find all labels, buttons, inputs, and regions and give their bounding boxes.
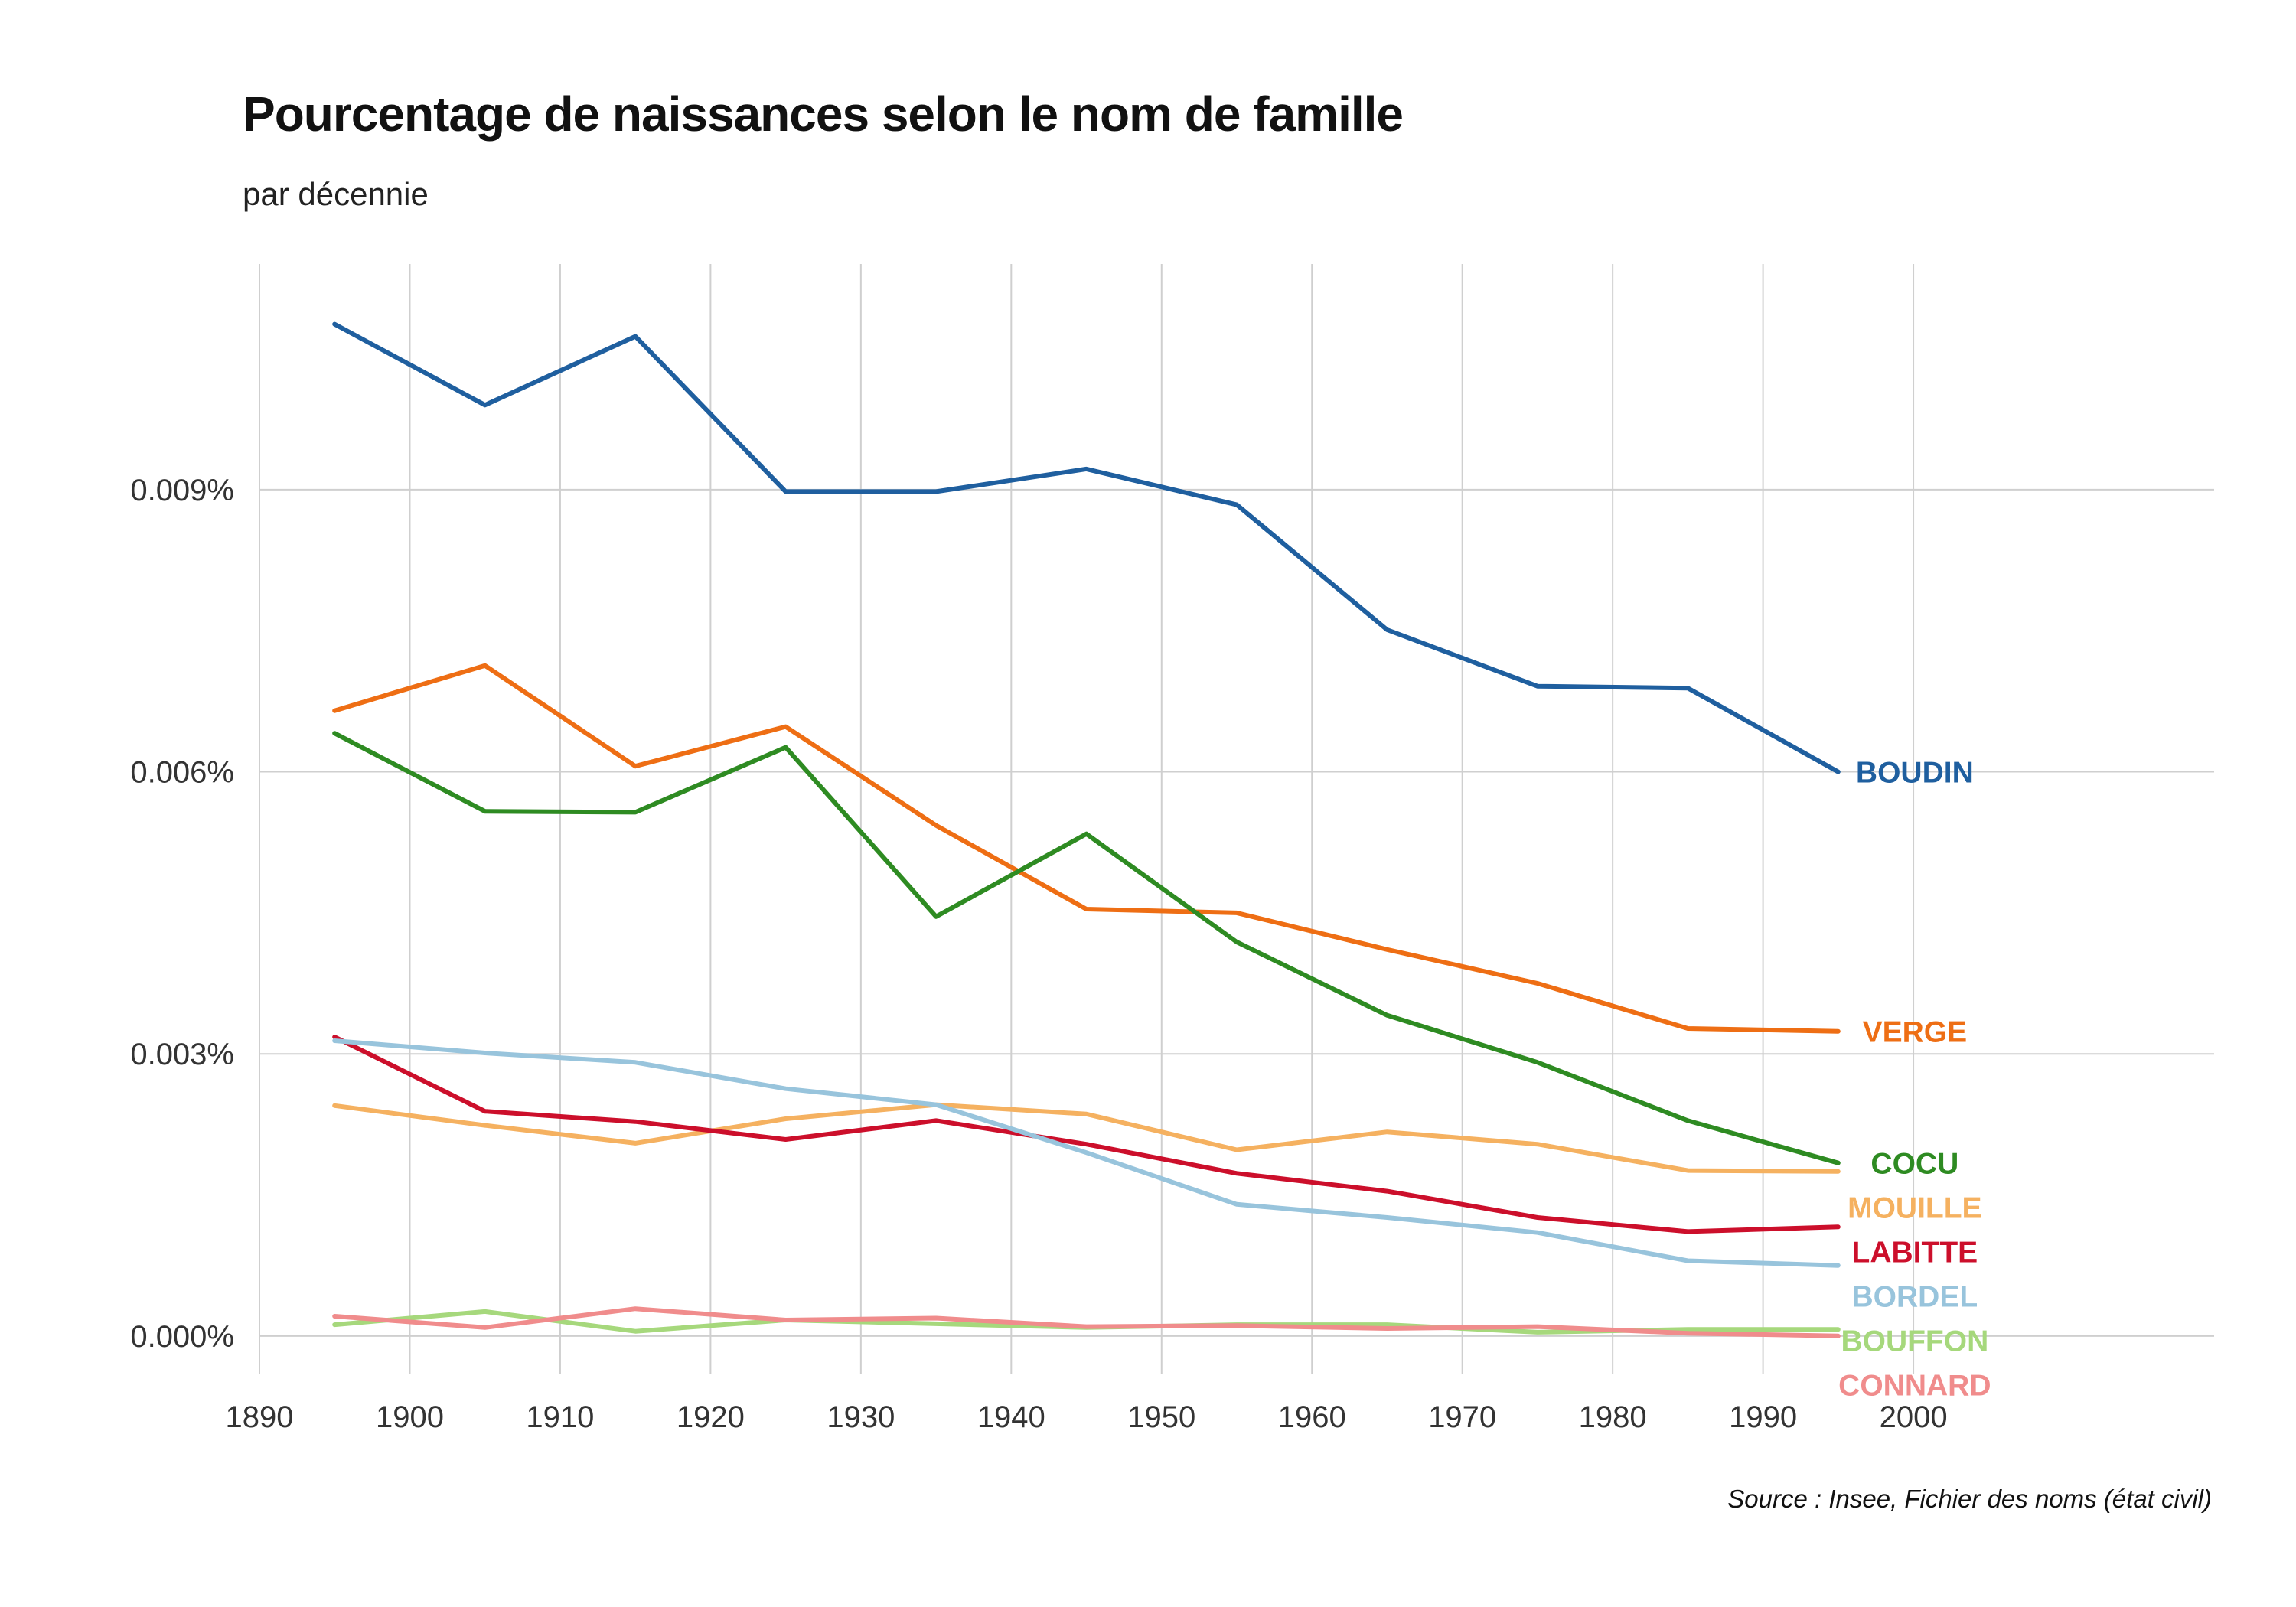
x-tick-label: 1930: [827, 1400, 895, 1434]
series-labels: BOUDIN VERGE COCU MOUILLE LABITTE BORDEL BOUFF…: [1838, 757, 1991, 1403]
series-label-boudin: BOUDIN: [1856, 757, 1974, 790]
series-line-boudin: [332, 321, 1841, 774]
series-label-mouille: MOUILLE: [1848, 1192, 1981, 1225]
series-line-cocu: [332, 731, 1841, 1165]
y-tick-label: 0.003%: [130, 1038, 234, 1071]
series-lines: [332, 321, 1841, 1338]
y-tick-label: 0.000%: [130, 1320, 234, 1354]
y-tick-label: 0.009%: [130, 474, 234, 507]
series-label-verge: VERGE: [1863, 1016, 1968, 1049]
series-line-verge: [332, 663, 1841, 1034]
x-tick-label: 1940: [977, 1400, 1045, 1434]
x-tick-label: 1910: [526, 1400, 594, 1434]
series-line-mouille: [332, 1102, 1841, 1174]
series-line-bordel: [332, 1038, 1841, 1268]
x-tick-label: 1950: [1127, 1400, 1195, 1434]
x-tick-label: 1980: [1579, 1400, 1647, 1434]
x-tick-label: 2000: [1880, 1400, 1948, 1434]
series-line-connard: [332, 1306, 1841, 1338]
x-tick-label: 1970: [1428, 1400, 1496, 1434]
series-label-cocu: COCU: [1870, 1148, 1958, 1181]
x-tick-label: 1900: [376, 1400, 444, 1434]
series-label-bordel: BORDEL: [1852, 1281, 1978, 1314]
axis-labels: 1890 1900 1910 1920 1930 1940 1950 1960 1970 1980…: [130, 474, 1947, 1434]
y-tick-label: 0.006%: [130, 756, 234, 790]
x-tick-label: 1990: [1729, 1400, 1797, 1434]
chart-subtitle: par décennie: [243, 176, 429, 212]
x-tick-label: 1960: [1278, 1400, 1346, 1434]
series-line-labitte: [332, 1035, 1841, 1234]
series-label-connard: CONNARD: [1838, 1370, 1991, 1403]
chart-title: Pourcentage de naissances selon le nom d…: [243, 86, 1404, 142]
chart-source: Source : Insee, Fichier des noms (état c…: [1727, 1485, 2212, 1513]
x-tick-label: 1890: [226, 1400, 294, 1434]
grid: [259, 264, 2214, 1374]
series-label-labitte: LABITTE: [1852, 1237, 1978, 1270]
x-tick-label: 1920: [677, 1400, 745, 1434]
series-label-bouffon: BOUFFON: [1841, 1325, 1988, 1358]
